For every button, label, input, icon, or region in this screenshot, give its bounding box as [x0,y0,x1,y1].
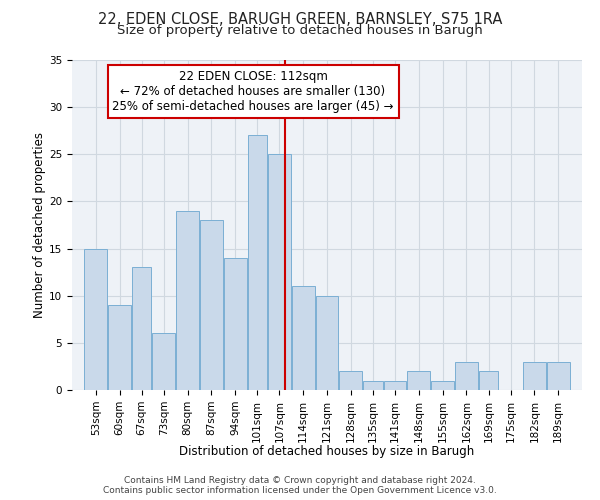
Bar [176,211,199,390]
Bar [523,362,546,390]
Bar [363,380,383,390]
Bar [547,362,569,390]
Bar [152,334,175,390]
Bar [85,248,107,390]
Text: 22, EDEN CLOSE, BARUGH GREEN, BARNSLEY, S75 1RA: 22, EDEN CLOSE, BARUGH GREEN, BARNSLEY, … [98,12,502,28]
Bar [108,305,131,390]
Bar [431,380,454,390]
Bar [383,380,406,390]
Bar [316,296,338,390]
Bar [292,286,314,390]
Bar [132,268,151,390]
Bar [248,136,267,390]
Bar [340,371,362,390]
Bar [407,371,430,390]
Y-axis label: Number of detached properties: Number of detached properties [33,132,46,318]
Bar [268,154,291,390]
Text: Contains HM Land Registry data © Crown copyright and database right 2024.
Contai: Contains HM Land Registry data © Crown c… [103,476,497,495]
Text: 22 EDEN CLOSE: 112sqm
← 72% of detached houses are smaller (130)
25% of semi-det: 22 EDEN CLOSE: 112sqm ← 72% of detached … [112,70,394,113]
Bar [479,371,498,390]
Bar [200,220,223,390]
Bar [224,258,247,390]
Text: Size of property relative to detached houses in Barugh: Size of property relative to detached ho… [117,24,483,37]
Bar [455,362,478,390]
X-axis label: Distribution of detached houses by size in Barugh: Distribution of detached houses by size … [179,444,475,458]
